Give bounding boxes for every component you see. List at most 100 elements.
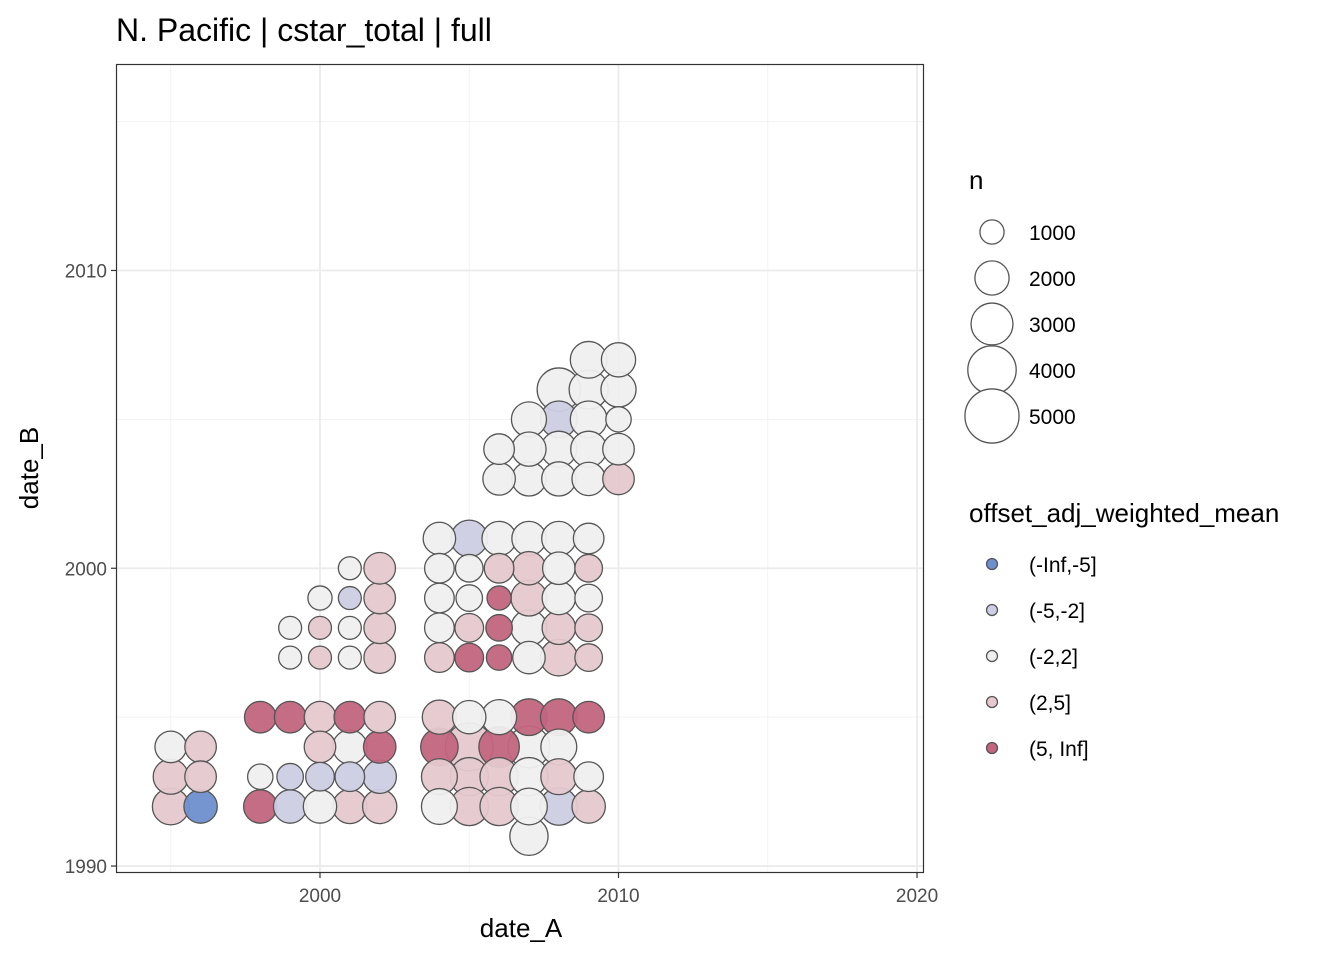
data-point [483,552,515,584]
data-points [151,340,637,857]
size-legend-key [970,302,1014,346]
data-point [363,611,397,645]
size-legend-label: 2000 [1029,268,1076,291]
data-point [422,521,457,556]
data-point [337,556,362,581]
color-legend-title: offset_adj_weighted_mean [969,498,1279,528]
color-legend-key [985,741,999,755]
data-point [605,406,632,433]
data-point [485,613,514,642]
size-legend-label: 4000 [1029,360,1076,383]
data-point [600,342,637,378]
data-point [423,552,455,584]
x-tick-label: 2010 [597,886,639,907]
data-point [572,522,605,555]
data-point [541,461,577,497]
data-point [154,730,188,764]
data-point [454,642,485,673]
data-point [184,730,218,764]
data-point [421,699,458,735]
x-tick-label: 2000 [299,886,341,907]
data-point [302,789,338,824]
data-point [362,759,398,795]
data-point [334,761,366,793]
data-point [574,553,604,583]
data-point [333,700,367,734]
data-point [152,758,189,795]
data-point [242,789,278,824]
data-point [307,645,333,670]
data-point [454,612,485,643]
data-point [511,431,547,467]
color-legend-label: (2,5] [1029,692,1071,715]
data-point [337,645,362,670]
data-point [332,729,368,765]
data-point [423,612,455,644]
size-legend-label: 5000 [1029,406,1076,429]
data-point [363,700,397,734]
y-tick-label: 2000 [65,559,107,580]
data-point [454,553,484,583]
y-axis-title: date_B [14,427,44,509]
data-point [337,615,362,640]
data-point [455,584,484,612]
size-legend-title: n [969,165,983,195]
data-point [183,789,218,824]
data-point [571,461,606,497]
data-point [480,698,518,736]
data-point [307,615,333,640]
data-point [272,789,308,824]
size-legend-label: 1000 [1029,222,1076,245]
size-legend-key [964,388,1020,444]
data-point [511,520,547,557]
x-axis: 2000 2010 2020 [299,872,938,907]
color-legend-label: (5, Inf] [1029,738,1089,761]
data-point [482,462,516,496]
data-point [362,730,397,764]
color-legend-key [985,695,999,709]
data-point [243,700,277,734]
data-point [573,761,605,793]
data-point [276,762,305,791]
data-point [303,730,337,764]
size-legend-label: 3000 [1029,314,1076,337]
color-legend-key [985,603,999,617]
y-tick-label: 1990 [65,857,107,878]
data-point [574,583,604,613]
data-point [541,551,576,586]
color-legend: offset_adj_weighted_mean (-Inf,-5] (-5,-2… [969,498,1279,761]
data-point [278,645,303,670]
data-point [574,613,604,643]
data-point [273,700,307,734]
data-point [511,461,547,497]
data-point [423,582,455,614]
size-legend-key [967,345,1017,395]
data-point [541,580,577,616]
data-point [363,551,397,585]
color-legend-label: (-5,-2] [1029,600,1085,623]
data-point [602,432,635,466]
size-legend-key [979,219,1005,245]
data-point [602,462,635,496]
data-point [572,700,606,734]
plot-border [115,63,925,874]
data-point [361,788,398,825]
data-point [483,433,516,466]
data-point [307,585,333,611]
data-point [337,585,362,611]
data-point [486,585,512,611]
x-tick-label: 2020 [896,886,938,907]
data-point [363,581,397,615]
data-point [332,788,368,825]
data-point [485,644,513,671]
data-point [509,787,548,826]
color-legend-label: (-2,2] [1029,646,1078,669]
y-axis: 1990 2000 2010 [65,261,117,878]
size-legend: n 1000 2000 3000 4000 5000 [964,165,1076,444]
data-point [511,550,547,586]
size-legend-key [974,260,1010,296]
color-legend-label: (-Inf,-5] [1029,554,1097,577]
color-legend-key [985,557,999,571]
data-point [571,789,606,824]
